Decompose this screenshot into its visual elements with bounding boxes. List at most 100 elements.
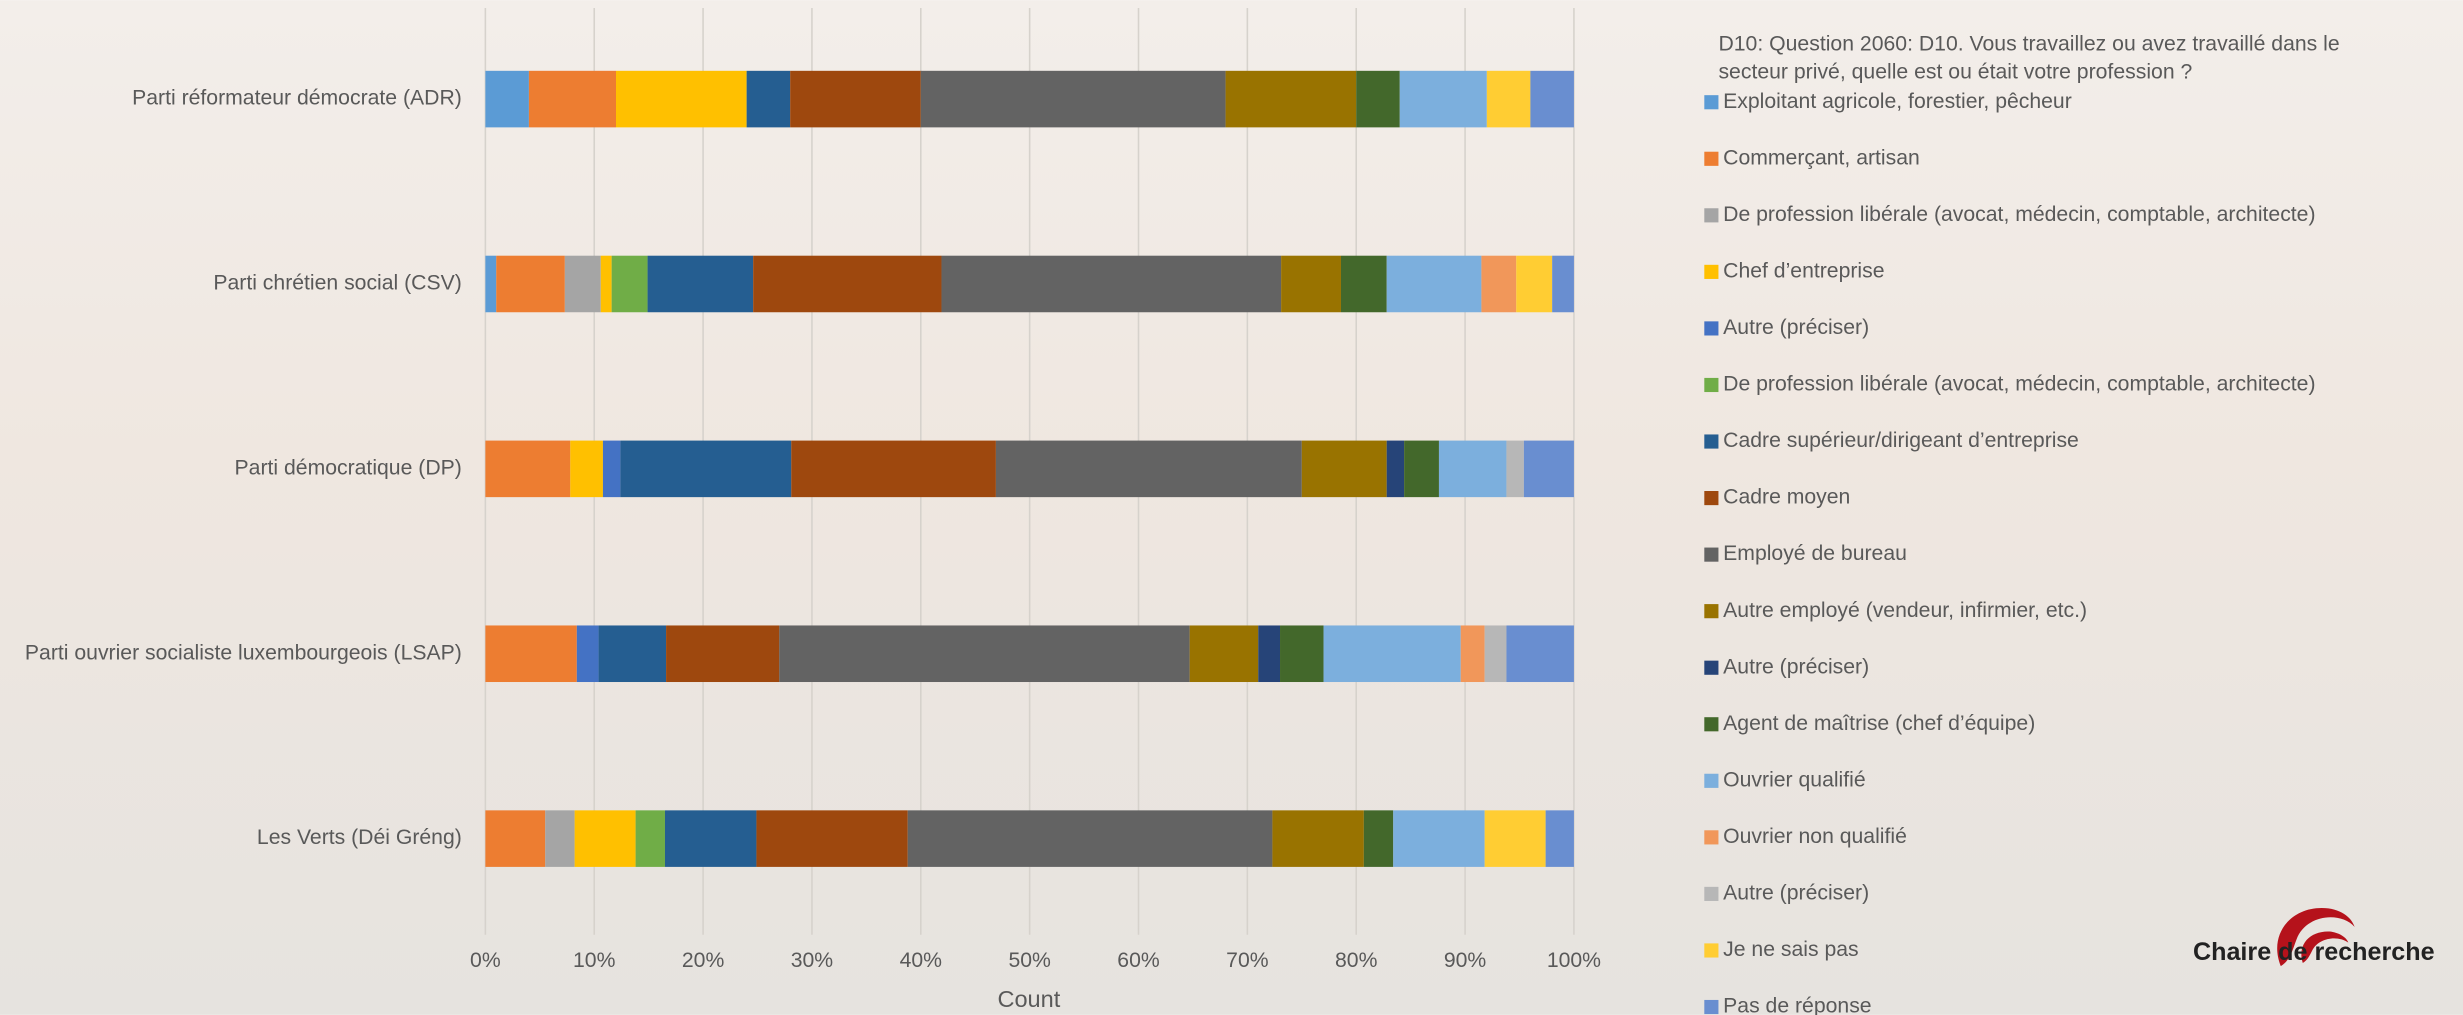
chart: 0%10%20%30%40%50%60%70%80%90%100%Parti r… [0, 0, 2463, 1015]
bar-segment [1356, 71, 1400, 128]
bar-segment [753, 256, 941, 313]
legend-swatch [1704, 95, 1718, 109]
bar-segment [1487, 71, 1531, 128]
bar-segment [1190, 625, 1259, 682]
legend-swatch [1704, 378, 1718, 392]
legend-label: Chef d’entreprise [1723, 259, 1884, 282]
bar-segment [648, 256, 754, 313]
bar-segment [599, 625, 666, 682]
bar-segment [747, 71, 791, 128]
bar-segment [1404, 441, 1439, 498]
bar-segment [545, 810, 574, 867]
bar-segment [791, 441, 996, 498]
legend-label: Commerçant, artisan [1723, 146, 1920, 169]
logo-text: Chaire de recherche [2193, 938, 2435, 966]
x-tick-label: 50% [1008, 949, 1051, 972]
y-tick-label: Parti ouvrier socialiste luxembourgeois … [25, 641, 462, 664]
bar-segment [779, 625, 1189, 682]
bar-segment [1281, 256, 1341, 313]
bar-segment [1530, 71, 1574, 128]
legend-label: De profession libérale (avocat, médecin,… [1723, 373, 2315, 396]
legend-swatch [1704, 152, 1718, 166]
bar-segment [485, 71, 529, 128]
bar-segment [616, 71, 747, 128]
bar-segment [1280, 625, 1324, 682]
bar-segment [1226, 71, 1357, 128]
bar-segment [1506, 625, 1573, 682]
x-tick-label: 30% [791, 949, 834, 972]
legend-swatch [1704, 774, 1718, 788]
bar-segment [1506, 441, 1523, 498]
legend-swatch [1704, 887, 1718, 901]
x-tick-label: 10% [573, 949, 616, 972]
legend-label: Autre (préciser) [1723, 882, 1869, 905]
bar-segment [1364, 810, 1393, 867]
bar-segment [1524, 441, 1574, 498]
bar-segment [1341, 256, 1387, 313]
bar-segment [1324, 625, 1461, 682]
x-axis-title: Count [997, 986, 1060, 1012]
bar-segment [496, 256, 565, 313]
bar-segment [1546, 810, 1574, 867]
bar-segment [1481, 256, 1516, 313]
legend-label: Ouvrier non qualifié [1723, 825, 1907, 848]
legend-swatch [1704, 434, 1718, 448]
bar-segment [996, 441, 1302, 498]
bar-segment [908, 810, 1273, 867]
y-tick-label: Parti démocratique (DP) [235, 456, 462, 479]
y-tick-label: Les Verts (Déi Gréng) [257, 826, 462, 849]
bar-segment [485, 441, 570, 498]
bar-segment [1461, 625, 1485, 682]
legend-label: Cadre supérieur/dirigeant d’entreprise [1723, 429, 2079, 452]
legend-swatch [1704, 208, 1718, 222]
bar-segment [665, 810, 756, 867]
legend-swatch [1704, 491, 1718, 505]
bar-segment [612, 256, 648, 313]
legend-label: Cadre moyen [1723, 486, 1850, 509]
x-tick-label: 60% [1117, 949, 1160, 972]
bar-segment [529, 71, 616, 128]
bar-segment [485, 810, 545, 867]
legend-swatch [1704, 604, 1718, 618]
bar-segment [941, 256, 1281, 313]
bar-segment [790, 71, 921, 128]
bar-segment [1516, 256, 1552, 313]
y-tick-label: Parti réformateur démocrate (ADR) [132, 87, 462, 110]
bar-segment [1302, 441, 1387, 498]
bar-segment [1387, 256, 1482, 313]
bar-segment [485, 625, 576, 682]
legend-swatch [1704, 661, 1718, 675]
bar-segment [1485, 625, 1507, 682]
bar-segment [565, 256, 601, 313]
legend-label: Autre (préciser) [1723, 655, 1869, 678]
bar-segment [1258, 625, 1280, 682]
legend-label: Exploitant agricole, forestier, pêcheur [1723, 90, 2072, 113]
bar-segment [603, 441, 620, 498]
x-tick-label: 80% [1335, 949, 1378, 972]
legend-label: Employé de bureau [1723, 542, 1907, 565]
bar-segment [620, 441, 791, 498]
bar-segment [485, 256, 496, 313]
legend-label: Ouvrier qualifié [1723, 768, 1866, 791]
x-tick-label: 40% [900, 949, 943, 972]
bar-segment [577, 625, 599, 682]
legend-swatch [1704, 321, 1718, 335]
bar-segment [601, 256, 612, 313]
page: 0%10%20%30%40%50%60%70%80%90%100%Parti r… [0, 0, 2463, 1015]
legend-swatch [1704, 548, 1718, 562]
x-tick-label: 90% [1444, 949, 1487, 972]
bar-segment [570, 441, 603, 498]
x-tick-label: 100% [1547, 949, 1601, 972]
legend-swatch [1704, 717, 1718, 731]
bar-segment [1552, 256, 1574, 313]
bar-segment [1272, 810, 1363, 867]
legend-label: Pas de réponse [1723, 995, 1871, 1015]
x-tick-label: 70% [1226, 949, 1269, 972]
legend-swatch [1704, 830, 1718, 844]
bar-segment [1387, 441, 1404, 498]
legend-title: D10: Question 2060: D10. Vous travaillez… [1718, 30, 2409, 87]
legend-label: De profession libérale (avocat, médecin,… [1723, 203, 2315, 226]
bar-segment [756, 810, 907, 867]
y-tick-label: Parti chrétien social (CSV) [213, 272, 461, 295]
legend-swatch [1704, 265, 1718, 279]
